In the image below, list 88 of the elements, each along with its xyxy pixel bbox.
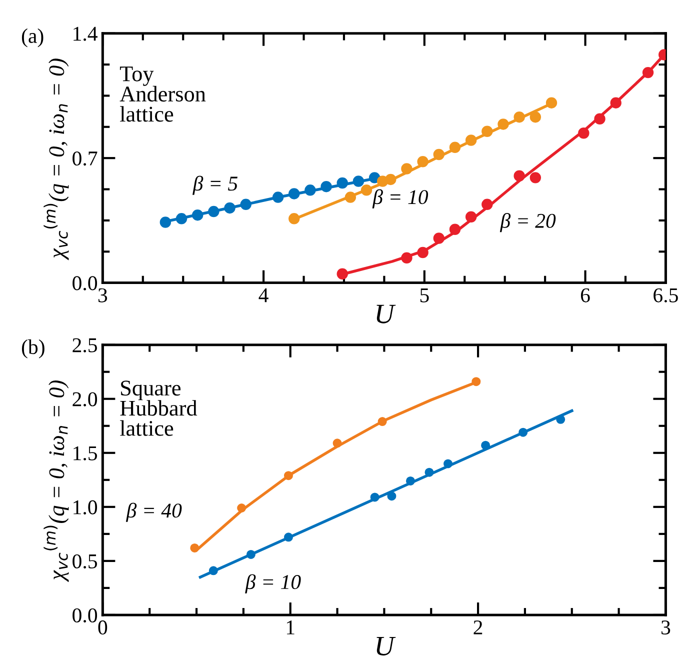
point xyxy=(378,417,387,426)
point xyxy=(530,172,542,184)
point xyxy=(190,543,200,552)
point xyxy=(433,232,444,244)
point xyxy=(288,188,300,200)
point xyxy=(284,532,293,542)
point xyxy=(160,216,172,228)
x-tick-label: 4 xyxy=(258,288,268,302)
point xyxy=(642,66,654,78)
point xyxy=(246,550,256,559)
point xyxy=(208,566,218,576)
point xyxy=(387,492,396,501)
annotation: Toy Anderson lattice xyxy=(120,66,206,122)
point xyxy=(578,128,590,139)
point xyxy=(360,184,372,196)
point xyxy=(449,224,461,235)
y-tick-label: 0.5 xyxy=(72,554,98,568)
point xyxy=(272,192,284,203)
x-axis-title: U xyxy=(376,637,396,656)
point xyxy=(352,176,364,187)
point xyxy=(518,428,528,437)
point xyxy=(444,459,453,468)
point xyxy=(610,97,622,108)
y-tick-label: 2.0 xyxy=(72,392,98,406)
point xyxy=(284,471,293,480)
text: (a) xyxy=(22,28,44,48)
point xyxy=(424,468,434,477)
point xyxy=(417,156,428,168)
x-tick-label: 0 xyxy=(98,620,108,634)
point xyxy=(368,172,380,184)
x-axis-title: U xyxy=(376,304,396,324)
point xyxy=(304,184,316,196)
y-tick-label: 1.4 xyxy=(74,26,98,41)
x-tick-label: 3 xyxy=(662,620,670,634)
point xyxy=(530,111,542,123)
y-tick-label: 0.7 xyxy=(72,151,98,166)
x-tick-label: 1 xyxy=(286,620,294,634)
point xyxy=(332,438,342,448)
point xyxy=(594,113,606,124)
point xyxy=(224,202,236,214)
x-tick-label: 3 xyxy=(98,288,108,302)
point xyxy=(433,148,444,160)
point xyxy=(176,213,188,224)
point xyxy=(336,177,348,189)
point xyxy=(546,97,558,108)
annotation: Square Hubbard lattice xyxy=(120,380,198,436)
point xyxy=(472,377,481,386)
point xyxy=(192,209,204,221)
point xyxy=(344,192,356,203)
point xyxy=(481,440,490,450)
point xyxy=(498,118,509,130)
point xyxy=(401,252,412,264)
point xyxy=(556,414,566,424)
series-label: β = 20 xyxy=(500,213,556,232)
point xyxy=(482,126,493,137)
y-tick-label: 1.0 xyxy=(74,500,98,514)
y-axis-title: χ$_{vc}$$^{(m)}$(q = 0, iω$_{n}$ = 0) xyxy=(44,58,69,260)
point xyxy=(288,213,300,224)
point xyxy=(401,163,412,174)
x-tick-label: 6.5 xyxy=(654,288,678,302)
x-tick-label: 2 xyxy=(474,620,482,634)
y-tick-label: 2.5 xyxy=(72,338,98,352)
x-tick-label: 6 xyxy=(580,288,590,302)
point xyxy=(240,198,252,210)
y-tick-label: 0.0 xyxy=(72,276,98,290)
point xyxy=(465,211,477,222)
y-axis-title: χ$_{vc}$$^{(m)}$(q = 0, iω$_{n}$ = 0) xyxy=(44,380,69,582)
series-label: β = 5 xyxy=(192,176,238,195)
point xyxy=(385,174,396,186)
y-tick-label: 1.5 xyxy=(74,446,98,460)
y-tick-label: 0.0 xyxy=(72,608,98,622)
point xyxy=(514,170,525,182)
point xyxy=(482,198,493,210)
point xyxy=(449,142,461,153)
point xyxy=(320,180,332,192)
series-label: β = 40 xyxy=(126,502,182,522)
series-label: β = 10 xyxy=(372,189,428,208)
text: (b) xyxy=(22,339,44,358)
point xyxy=(465,134,477,146)
point xyxy=(514,111,525,123)
point xyxy=(237,504,246,512)
series-label: β = 10 xyxy=(245,574,301,594)
point xyxy=(336,268,348,280)
x-tick-label: 5 xyxy=(420,288,429,302)
point xyxy=(208,206,220,218)
point xyxy=(406,476,415,486)
point xyxy=(417,246,428,258)
point xyxy=(370,492,380,502)
